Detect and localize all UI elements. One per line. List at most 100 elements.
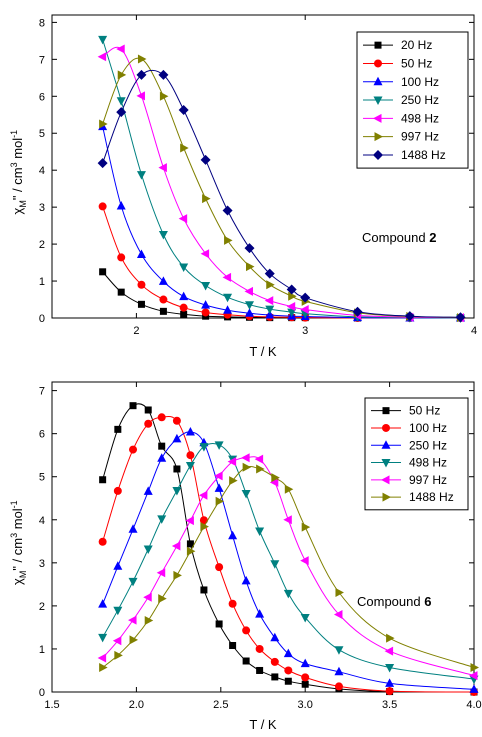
series-997-hz (97, 453, 478, 681)
data-point (264, 268, 275, 279)
legend-marker (373, 113, 382, 123)
y-axis-label-group: χM" / cm3 mol-1 (9, 500, 28, 585)
y-tick-label: 6 (39, 429, 45, 441)
data-point (227, 457, 237, 467)
data-point (470, 662, 479, 672)
data-point (335, 588, 344, 598)
y-tick-label: 5 (39, 472, 45, 484)
data-point (180, 143, 189, 153)
data-point (113, 561, 123, 570)
data-point (300, 614, 310, 623)
y-tick-label: 4 (39, 165, 45, 177)
legend-label: 250 Hz (409, 438, 447, 452)
data-point (271, 473, 280, 483)
data-point (98, 599, 108, 608)
data-point (270, 632, 280, 642)
data-point (269, 477, 279, 487)
data-point (229, 476, 238, 486)
data-point (200, 154, 211, 165)
y-axis-label: χM" / cm3 mol-1 (9, 130, 28, 215)
data-point (254, 454, 264, 464)
x-tick-label: 4 (471, 325, 477, 337)
x-tick-label: 3.5 (382, 699, 397, 711)
y-tick-label: 3 (39, 558, 45, 570)
y-tick-label: 5 (39, 128, 45, 140)
data-point (117, 253, 126, 262)
legend-label: 20 Hz (401, 38, 432, 52)
data-point (385, 678, 395, 687)
data-point (255, 644, 264, 653)
data-point (99, 119, 108, 129)
data-point (215, 620, 223, 628)
data-point (158, 69, 169, 80)
data-point (98, 537, 107, 546)
data-point (287, 308, 297, 318)
data-point (158, 230, 168, 240)
data-point (159, 91, 169, 101)
data-point (158, 163, 167, 173)
data-point (114, 650, 123, 660)
data-point (223, 305, 233, 314)
legend-label: 100 Hz (401, 75, 439, 89)
data-point (270, 560, 280, 569)
data-point (186, 540, 194, 548)
legend-marker (374, 41, 382, 49)
legend-box (364, 397, 469, 511)
data-point (284, 677, 292, 685)
legend-marker (382, 492, 391, 502)
data-point (179, 291, 189, 301)
data-point (112, 636, 122, 646)
data-point (244, 308, 254, 317)
data-point (200, 249, 210, 259)
data-point (266, 280, 275, 290)
x-tick-label: 2.0 (129, 699, 144, 711)
series-50-hz (99, 402, 478, 696)
data-point (128, 577, 138, 587)
data-point (136, 171, 146, 180)
data-point (229, 642, 237, 649)
data-point (224, 235, 233, 245)
data-point (99, 268, 107, 276)
data-point (128, 615, 137, 625)
data-point (171, 541, 181, 551)
data-point (334, 646, 344, 655)
legend-marker (382, 407, 390, 415)
data-point (271, 673, 279, 681)
x-tick-label: 2 (133, 325, 139, 337)
data-point (265, 305, 275, 315)
legend-marker (373, 149, 383, 160)
data-point (301, 680, 309, 688)
data-point (129, 445, 138, 454)
data-point (215, 563, 224, 572)
y-tick-label: 7 (39, 54, 45, 66)
data-point (386, 633, 395, 643)
data-point (469, 684, 479, 693)
data-point (97, 52, 107, 62)
data-point (284, 666, 293, 675)
data-point (244, 301, 254, 310)
data-point (117, 70, 127, 80)
x-tick-label: 4.0 (466, 699, 481, 711)
data-point (143, 545, 153, 555)
data-point (283, 589, 293, 599)
data-point (116, 44, 125, 54)
legend-marker (374, 59, 382, 68)
data-point (144, 406, 152, 414)
data-point (136, 91, 145, 101)
y-tick-label: 2 (39, 601, 45, 613)
data-point (241, 490, 251, 499)
data-point (129, 402, 137, 410)
legend-label: 498 Hz (409, 456, 447, 470)
chart-compound-2: 2 3 4 0 1 2 3 4 5 6 7 8 T / K χM" / cm3 mol-1 Compound… (9, 14, 477, 359)
series-1488-hz (99, 462, 479, 672)
data-point (158, 442, 166, 450)
data-point (137, 54, 147, 64)
data-point (136, 69, 147, 80)
data-point (256, 666, 264, 674)
data-point (178, 214, 188, 224)
data-point (244, 243, 255, 254)
data-point (186, 451, 195, 460)
data-point (241, 575, 251, 585)
data-point (116, 201, 126, 210)
